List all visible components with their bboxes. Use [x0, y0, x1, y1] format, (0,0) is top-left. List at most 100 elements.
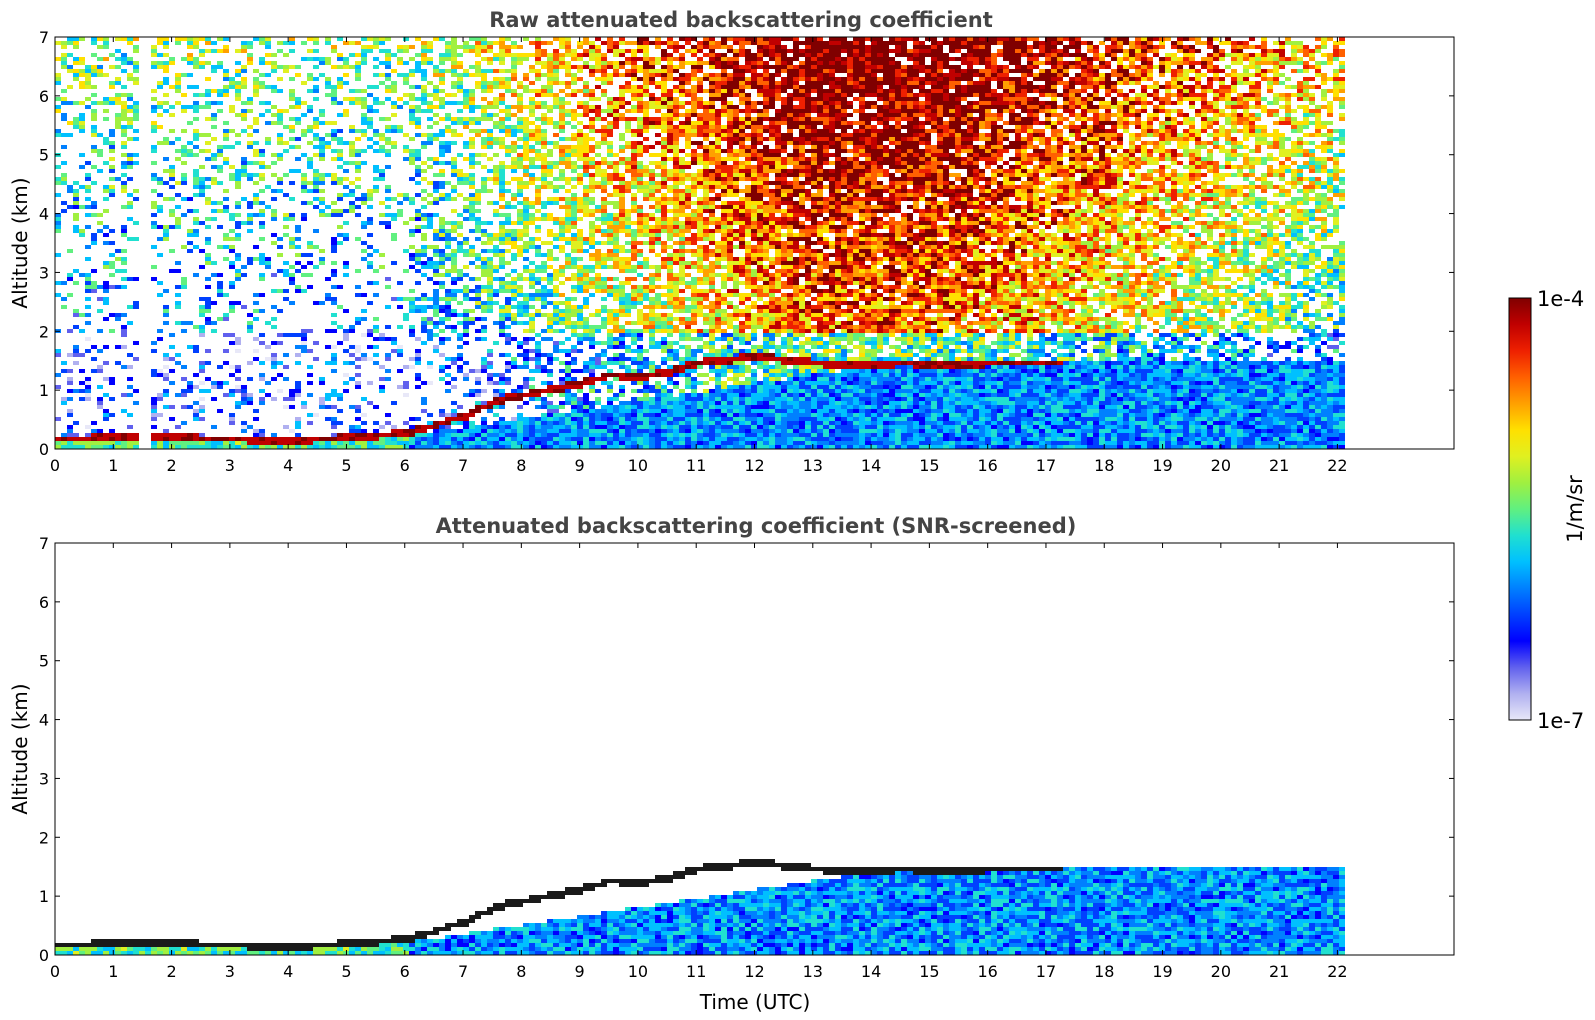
heatmap-cell: [589, 413, 595, 417]
heatmap-cell: [583, 289, 589, 293]
heatmap-cell: [511, 53, 517, 57]
heatmap-cell: [499, 137, 505, 141]
heatmap-cell: [247, 161, 253, 165]
heatmap-cell: [583, 237, 589, 241]
heatmap-cell: [499, 185, 505, 189]
heatmap-cell: [313, 437, 319, 441]
heatmap-cell: [433, 273, 439, 277]
heatmap-cell: [193, 181, 199, 185]
heatmap-cell: [517, 61, 523, 65]
heatmap-cell: [445, 229, 451, 233]
heatmap-cell: [643, 293, 649, 297]
heatmap-cell: [505, 129, 511, 133]
heatmap-cell: [541, 301, 547, 305]
heatmap-cell: [271, 85, 277, 89]
heatmap-cell: [247, 141, 253, 145]
heatmap-cell: [559, 81, 565, 85]
heatmap-cell: [511, 293, 517, 297]
heatmap-cell: [631, 421, 637, 425]
heatmap-cell: [679, 257, 685, 261]
heatmap-cell: [553, 201, 559, 205]
heatmap-cell: [85, 285, 91, 289]
heatmap-cell: [427, 441, 433, 445]
heatmap-cell: [55, 437, 61, 441]
heatmap-cell: [577, 237, 583, 241]
heatmap-cell: [433, 161, 439, 165]
heatmap-cell: [85, 441, 91, 445]
heatmap-cell: [589, 117, 595, 121]
heatmap-cell: [643, 221, 649, 225]
heatmap-cell: [613, 237, 619, 241]
heatmap-cell: [115, 37, 121, 41]
heatmap-cell: [589, 53, 595, 57]
heatmap-cell: [223, 137, 229, 141]
heatmap-cell: [523, 381, 529, 385]
heatmap-cell: [355, 169, 361, 173]
heatmap-cell: [253, 257, 259, 261]
heatmap-cell: [337, 153, 343, 157]
heatmap-cell: [97, 445, 103, 449]
heatmap-cell: [79, 389, 85, 393]
heatmap-cell: [301, 337, 307, 341]
heatmap-cell: [325, 213, 331, 217]
heatmap-cell: [463, 413, 469, 417]
heatmap-cell: [235, 257, 241, 261]
heatmap-cell: [427, 445, 433, 449]
heatmap-cell: [469, 297, 475, 301]
heatmap-cell: [661, 241, 667, 245]
heatmap-cell: [385, 49, 391, 53]
heatmap-cell: [613, 53, 619, 57]
heatmap-cell: [475, 117, 481, 121]
heatmap-cell: [241, 109, 247, 113]
heatmap-cell: [175, 85, 181, 89]
heatmap-cell: [631, 433, 637, 437]
heatmap-cell: [235, 445, 241, 449]
heatmap-cell: [535, 357, 541, 361]
heatmap-cell: [349, 209, 355, 213]
heatmap-cell: [397, 61, 403, 65]
heatmap-cell: [517, 301, 523, 305]
heatmap-cell: [589, 125, 595, 129]
heatmap-cell: [679, 93, 685, 97]
heatmap-cell: [79, 205, 85, 209]
heatmap-cell: [535, 389, 541, 393]
heatmap-cell: [559, 89, 565, 93]
heatmap-cell: [619, 145, 625, 149]
heatmap-cell: [589, 157, 595, 161]
heatmap-cell: [589, 197, 595, 201]
heatmap-cell: [607, 317, 613, 321]
heatmap-cell: [487, 349, 493, 353]
heatmap-cell: [667, 245, 673, 249]
heatmap-cell: [517, 421, 523, 425]
heatmap-cell: [445, 241, 451, 245]
heatmap-cell: [163, 109, 169, 113]
heatmap-cell: [571, 193, 577, 197]
heatmap-cell: [613, 233, 619, 237]
heatmap-cell: [439, 129, 445, 133]
heatmap-cell: [673, 385, 679, 389]
heatmap-cell: [673, 169, 679, 173]
heatmap-cell: [595, 389, 601, 393]
heatmap-cell: [601, 81, 607, 85]
heatmap-cell: [415, 225, 421, 229]
heatmap-cell: [511, 73, 517, 77]
heatmap-cell: [181, 321, 187, 325]
heatmap-cell: [187, 389, 193, 393]
heatmap-cell: [505, 45, 511, 49]
heatmap-cell: [619, 205, 625, 209]
heatmap-cell: [445, 181, 451, 185]
heatmap-cell: [601, 381, 607, 385]
heatmap-cell: [643, 121, 649, 125]
heatmap-cell: [439, 101, 445, 105]
heatmap-cell: [73, 117, 79, 121]
heatmap-cell: [193, 169, 199, 173]
heatmap-cell: [511, 297, 517, 301]
heatmap-cell: [535, 157, 541, 161]
heatmap-cell: [199, 193, 205, 197]
heatmap-cell: [439, 445, 445, 449]
heatmap-cell: [211, 101, 217, 105]
heatmap-cell: [385, 137, 391, 141]
heatmap-cell: [277, 445, 283, 449]
heatmap-cell: [637, 221, 643, 225]
heatmap-cell: [619, 309, 625, 313]
